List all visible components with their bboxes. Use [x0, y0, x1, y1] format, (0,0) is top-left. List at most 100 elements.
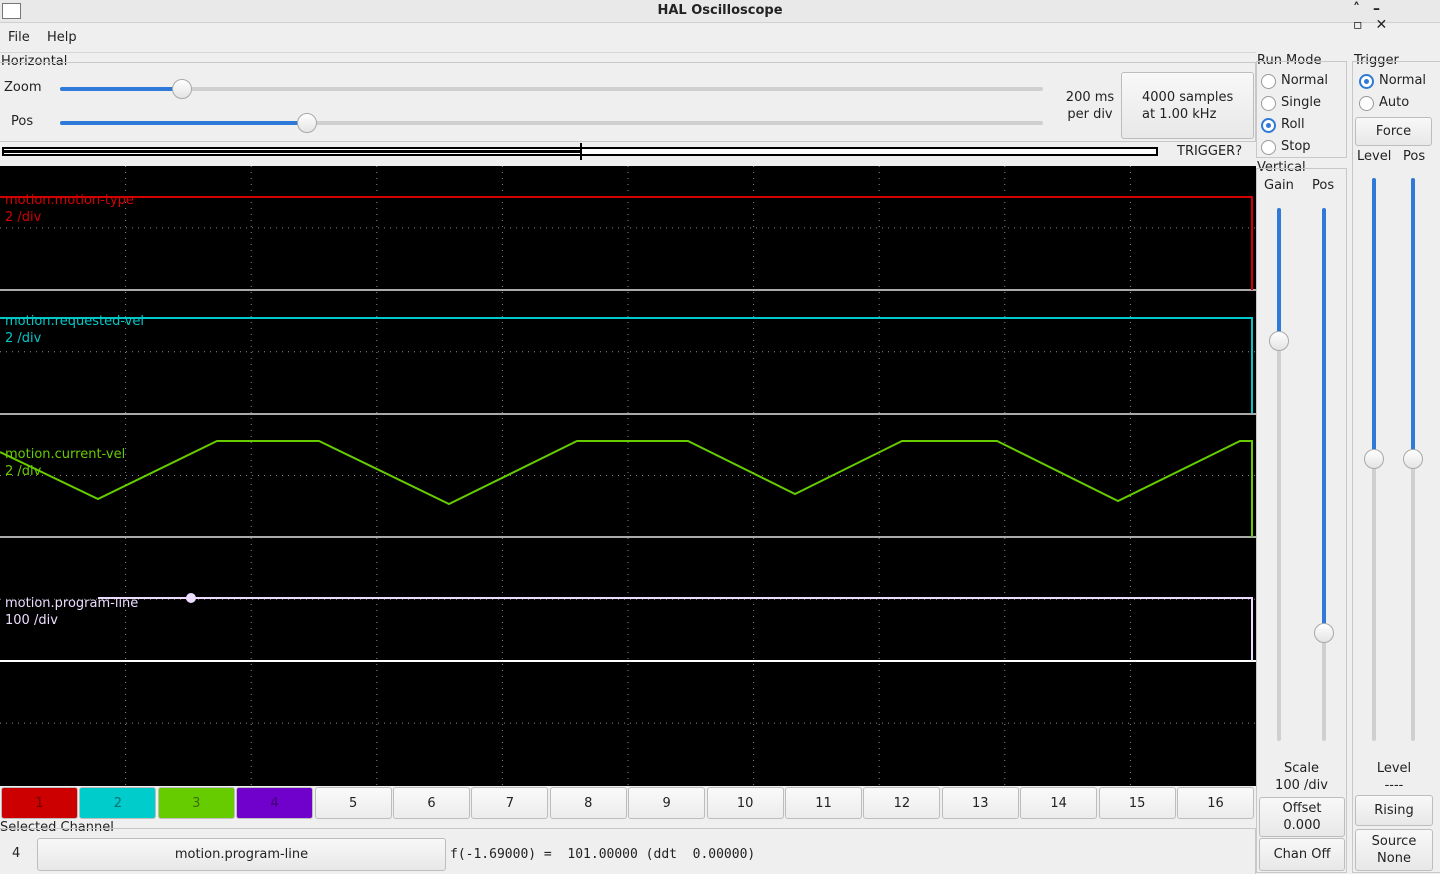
samples: 4000 samples [1142, 89, 1234, 105]
channel-button[interactable]: 6 [393, 787, 470, 819]
edge-label: Rising [1374, 803, 1414, 818]
trace [0, 440, 1253, 537]
trace-name: motion.requested-vel [5, 314, 144, 329]
trace [0, 317, 1253, 413]
vpos-handle[interactable] [1314, 623, 1334, 643]
offset-button[interactable]: Offset 0.000 [1259, 797, 1345, 837]
radio-trigger-auto[interactable] [1359, 96, 1374, 111]
sample-rate: at 1.00 kHz [1142, 106, 1217, 122]
level-display-label: Level [1376, 761, 1412, 776]
level-label: Level [1357, 149, 1392, 164]
channel-name: motion.program-line [174, 847, 309, 862]
trigger-option[interactable]: Normal [1379, 73, 1427, 88]
channel-button[interactable]: 15 [1098, 787, 1176, 819]
offset-label: Offset [1282, 801, 1322, 816]
separator [0, 52, 1256, 53]
run-mode-option[interactable]: Normal [1281, 73, 1329, 88]
channel-button[interactable]: 10 [706, 787, 784, 819]
window-title: HAL Oscilloscope [657, 3, 783, 18]
scale-value: 100 /div [1275, 778, 1328, 793]
channel-button[interactable]: 5 [314, 787, 392, 819]
trigger-option[interactable]: Auto [1379, 95, 1410, 110]
source-label: Source [1371, 834, 1417, 849]
selected-channel-title: Selected Channel [0, 820, 114, 835]
selected-channel-name[interactable]: motion.program-line [37, 838, 446, 871]
window-controls[interactable]: ˄–▫✕ [1353, 1, 1401, 33]
horizontal-group [0, 62, 1256, 142]
gain-handle[interactable] [1269, 331, 1289, 351]
radio-trigger-normal[interactable] [1359, 74, 1374, 89]
menu-file[interactable]: File [8, 30, 30, 45]
run-mode-option[interactable]: Roll [1281, 117, 1305, 132]
trace-scale: 100 /div [5, 613, 58, 628]
gain-label: Gain [1264, 178, 1294, 193]
scope-screen: motion.motion-type 2 /div motion.requested… [0, 166, 1256, 786]
channel-button[interactable]: 16 [1177, 787, 1254, 819]
force-button[interactable]: Force [1355, 117, 1432, 146]
channel-button[interactable]: 12 [863, 787, 941, 819]
vertical-title: Vertical [1257, 160, 1306, 175]
horizontal-title: Horizontal [1, 54, 68, 69]
channel-button[interactable]: 4 [236, 787, 314, 819]
trace-name: motion.motion-type [5, 193, 134, 208]
radio-roll[interactable] [1261, 118, 1276, 133]
trace-name: motion.program-line [5, 596, 138, 611]
zoom-handle[interactable] [172, 79, 192, 99]
level-display: Level ---- [1352, 760, 1436, 794]
trace [98, 597, 1253, 661]
radio-stop[interactable] [1261, 140, 1276, 155]
radio-normal[interactable] [1261, 74, 1276, 89]
pos-slider[interactable] [60, 121, 1043, 125]
level-handle[interactable] [1364, 449, 1384, 469]
radio-single[interactable] [1261, 96, 1276, 111]
record-bar [2, 143, 1158, 160]
trigger-group [1352, 61, 1440, 873]
vpos-label: Pos [1312, 178, 1335, 193]
menu-help[interactable]: Help [47, 30, 77, 45]
trigger-status: TRIGGER? [1177, 144, 1243, 159]
chan-off-button[interactable]: Chan Off [1259, 838, 1345, 871]
app-icon [2, 3, 21, 19]
trigger-title: Trigger [1354, 53, 1399, 68]
channel-button[interactable]: 3 [157, 787, 235, 819]
selected-channel-number: 4 [12, 846, 21, 861]
channel-button[interactable]: 7 [471, 787, 549, 819]
samples-button[interactable]: 4000 samples at 1.00 kHz [1121, 72, 1254, 139]
selected-channel-group [0, 828, 1256, 874]
channel-button[interactable]: 14 [1020, 787, 1098, 819]
channel-button[interactable]: 9 [628, 787, 706, 819]
tpos-handle[interactable] [1403, 449, 1423, 469]
pos-label: Pos [11, 114, 34, 129]
channel-button[interactable]: 2 [79, 787, 157, 819]
trace [0, 196, 1253, 290]
channel-button[interactable]: 8 [549, 787, 627, 819]
level-display-value: ---- [1384, 778, 1404, 793]
cursor-marker [186, 593, 196, 603]
run-mode-group [1256, 61, 1347, 158]
source-button[interactable]: Source None [1355, 829, 1433, 871]
run-mode-option[interactable]: Stop [1281, 139, 1311, 154]
tpos-label: Pos [1403, 149, 1426, 164]
run-mode-option[interactable]: Single [1281, 95, 1321, 110]
run-mode-title: Run Mode [1257, 53, 1322, 68]
title-bar: HAL Oscilloscope ˄–▫✕ [0, 0, 1440, 33]
force-label: Force [1375, 124, 1412, 139]
channel-button[interactable]: 11 [785, 787, 862, 819]
channel-button[interactable]: 1 [1, 787, 78, 819]
scale-label: Scale [1284, 761, 1319, 776]
chan-off-label: Chan Off [1273, 847, 1331, 862]
source-value: None [1377, 851, 1411, 866]
rate: 200 ms [1065, 90, 1115, 105]
trace-name: motion.current-vel [5, 447, 125, 462]
time-per-div: 200 ms per div [1060, 89, 1120, 123]
vpos-slider[interactable] [1322, 208, 1326, 741]
rate-unit: per div [1067, 107, 1113, 122]
zoom-slider[interactable] [60, 87, 1043, 91]
pos-handle[interactable] [297, 113, 317, 133]
offset-value: 0.000 [1283, 818, 1321, 833]
gain-slider[interactable] [1277, 208, 1281, 741]
edge-button[interactable]: Rising [1355, 795, 1433, 826]
scale-display: Scale 100 /div [1256, 760, 1347, 794]
channel-button[interactable]: 13 [941, 787, 1019, 819]
